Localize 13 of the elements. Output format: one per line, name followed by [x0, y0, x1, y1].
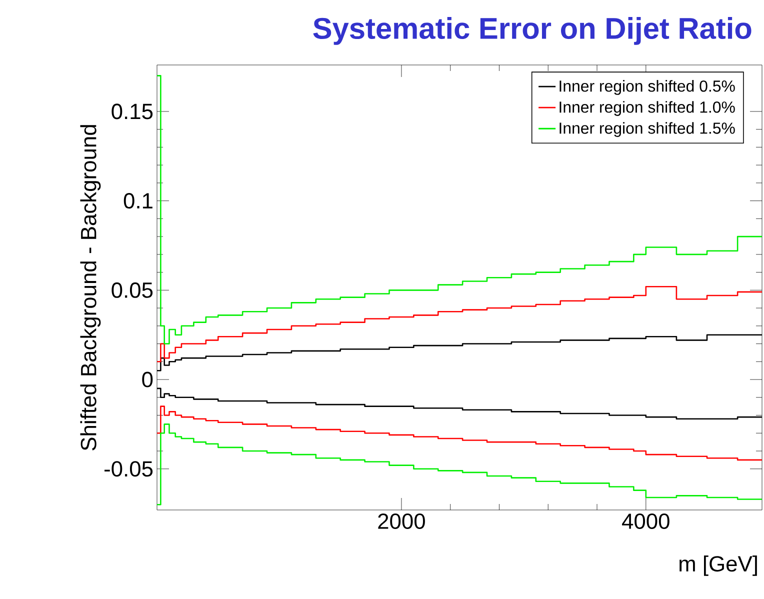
- y-tick-label: 0: [142, 372, 153, 388]
- y-tick-label: 0.15: [112, 104, 153, 120]
- legend-label: Inner region shifted 0.5%: [560, 80, 735, 95]
- y-tick-label: 0.1: [124, 193, 152, 209]
- legend-label: Inner region shifted 1.5%: [560, 122, 735, 137]
- x-tick-label: 2000: [378, 513, 425, 530]
- x-axis-title: m [GeV]: [680, 555, 757, 576]
- chart-title: Systematic Error on Dijet Ratio: [313, 17, 752, 45]
- x-tick-label: 4000: [622, 513, 670, 530]
- legend-label: Inner region shifted 1.0%: [560, 101, 735, 116]
- y-tick-label: -0.05: [104, 461, 153, 477]
- y-axis-title: Shifted Background - Background: [80, 125, 101, 450]
- y-tick-label: 0.05: [112, 282, 153, 298]
